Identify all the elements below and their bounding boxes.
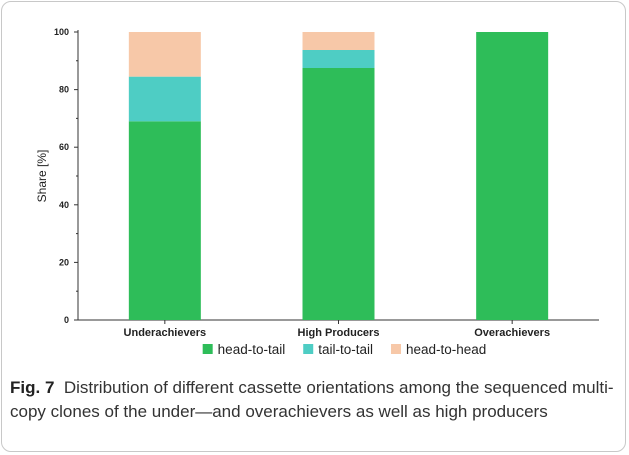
y-tick-label: 100 (54, 27, 69, 37)
legend-label-tail-to-tail: tail-to-tail (318, 342, 373, 357)
y-tick-label: 80 (59, 85, 69, 95)
y-tick-label: 60 (59, 142, 69, 152)
x-category-label: High Producers (298, 327, 380, 339)
y-axis-title: Share [%] (35, 150, 49, 203)
y-tick-label: 40 (59, 200, 69, 210)
legend-swatch-head-to-head (390, 344, 401, 354)
bar-segment-tail-to-tail (302, 50, 375, 68)
figure-caption: Fig. 7 Distribution of different cassett… (10, 376, 615, 424)
bar-segment-head-to-tail (302, 68, 375, 320)
x-category-label: Overachievers (474, 327, 550, 339)
legend-label-head-to-tail: head-to-tail (218, 342, 286, 357)
bar-segment-tail-to-tail (128, 76, 201, 122)
legend-swatch-tail-to-tail (303, 344, 314, 354)
caption-text: Distribution of different cassette orien… (10, 378, 614, 421)
y-tick-label: 20 (59, 257, 69, 267)
legend-swatch-head-to-tail (202, 344, 213, 354)
bar-segment-head-to-head (128, 32, 201, 77)
legend-label-head-to-head: head-to-head (406, 342, 486, 357)
stacked-bar-chart: 0 20 40 60 80 100 Share [%] Underachievers High … (35, 27, 599, 357)
x-category-label: Underachievers (124, 327, 207, 339)
bar-segment-head-to-head (302, 32, 375, 50)
bar-segment-head-to-tail (128, 121, 201, 320)
y-tick-label: 0 (64, 315, 69, 325)
bar-segment-head-to-tail (476, 32, 549, 320)
figure-label: Fig. 7 (10, 378, 55, 397)
